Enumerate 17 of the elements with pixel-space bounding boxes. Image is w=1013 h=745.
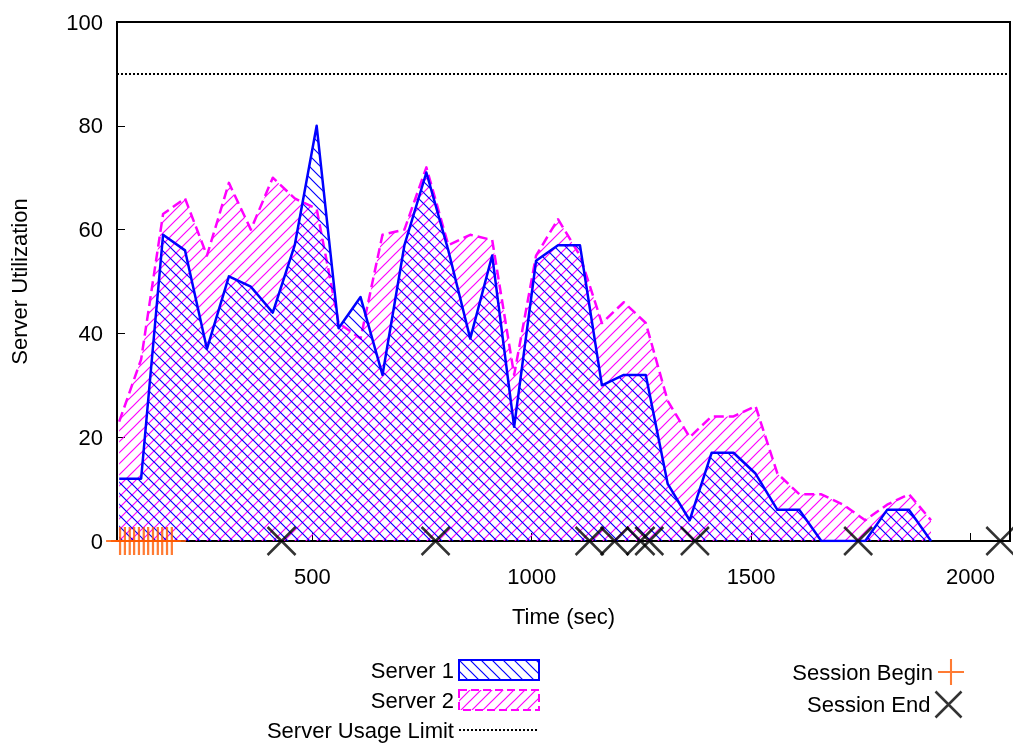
x-tick-label: 1000 — [507, 563, 557, 589]
legend-label: Session Begin — [792, 659, 933, 685]
y-axis-title: Server Utilization — [6, 198, 32, 365]
y-tick-label: 60 — [78, 217, 103, 243]
legend-label: Server Usage Limit — [266, 717, 454, 743]
y-tick-label: 80 — [78, 113, 103, 139]
y-tick-label: 0 — [90, 528, 103, 554]
y-tick-label: 100 — [66, 9, 103, 35]
legend-label: Server 2 — [370, 687, 454, 713]
x-tick-label: 2000 — [946, 563, 995, 589]
legend-label: Server 1 — [370, 657, 454, 683]
y-tick-label: 40 — [78, 320, 103, 346]
x-axis-title: Time (sec) — [511, 603, 616, 629]
legend-label: Session End — [806, 692, 931, 717]
x-tick-label: 500 — [293, 563, 331, 589]
x-tick-label: 1500 — [726, 563, 776, 589]
y-tick-label: 20 — [78, 424, 103, 450]
